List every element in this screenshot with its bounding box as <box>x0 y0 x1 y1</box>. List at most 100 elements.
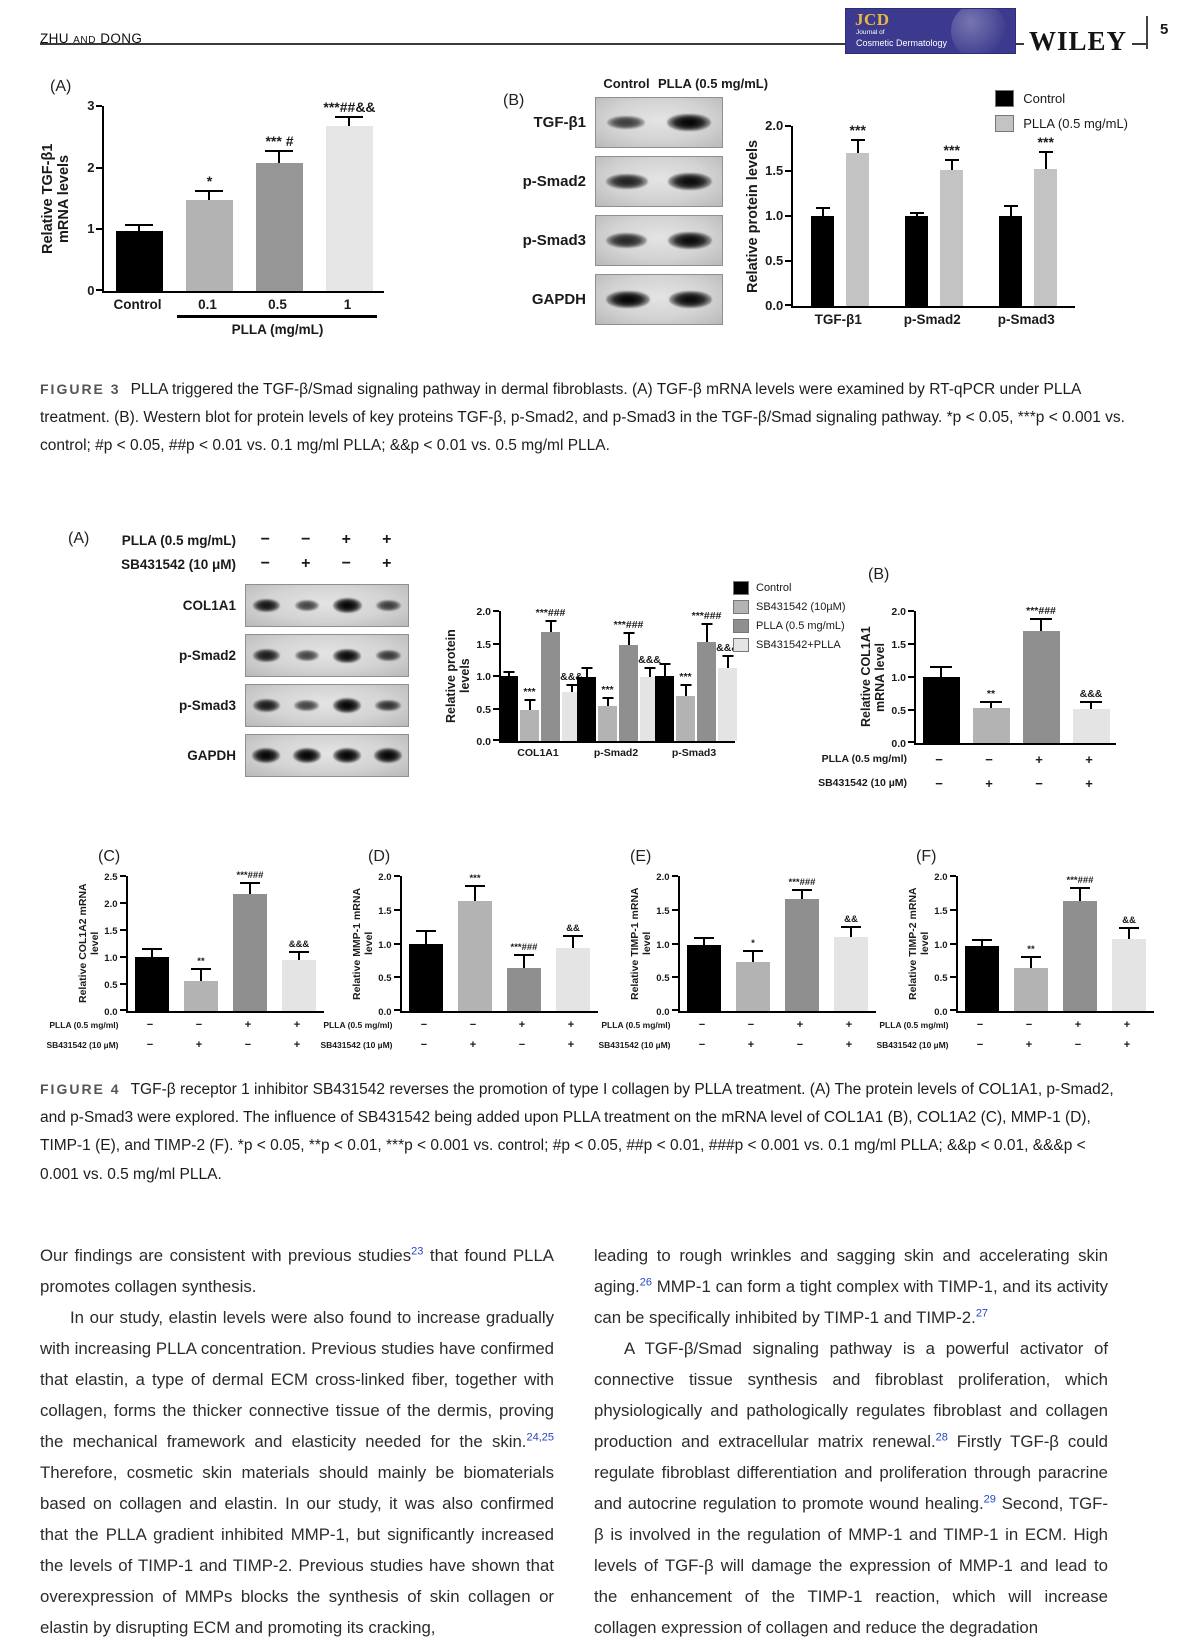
bar-group <box>958 876 1007 1011</box>
error-bar-cap <box>545 620 556 623</box>
bar <box>1014 968 1048 1011</box>
reference-superscript: 29 <box>983 1493 996 1506</box>
figure-3-caption-text: PLLA triggered the TGF-β/Smad signaling … <box>40 381 1125 455</box>
error-bar <box>348 118 351 127</box>
treatment-sign: + <box>845 1018 853 1031</box>
treatment-sign: + <box>1074 1018 1082 1031</box>
fig4a-protein-bar-chart: Relative protein levels 0.0 0.5 1.0 1.5 2.0 **… <box>444 581 846 759</box>
error-bar <box>950 161 953 171</box>
y-tick-mark <box>493 642 499 645</box>
bar-group: *** ***### &&& <box>577 611 661 741</box>
significance-annotation: ***### <box>1066 874 1094 886</box>
chart-legend: Control SB431542 (10µM) PLLA (0.5 mg/mL) SB… <box>733 581 846 652</box>
error-bar-cap <box>680 683 691 686</box>
blot-image <box>245 734 409 777</box>
bar-slot: && <box>834 876 868 1011</box>
error-bar-cap <box>265 150 294 153</box>
plot-area: ** ***### && <box>955 874 1154 1013</box>
bar-group: ***### <box>1016 605 1066 743</box>
error-bar-cap <box>191 967 211 970</box>
x-category-label: Control <box>113 297 162 312</box>
bar-group <box>916 611 966 743</box>
bar <box>940 170 964 306</box>
y-tick-mark <box>949 942 956 945</box>
bar-slot: *** <box>520 611 539 741</box>
error-bar <box>850 927 852 937</box>
fig3a-mrna-bar-chart: Relative TGF-β1 mRNA levels 0 1 2 3 * *** # ***… <box>40 98 385 337</box>
y-axis-label: Relative MMP-1 mRNA level <box>351 887 375 1000</box>
body-left-column: Our findings are consistent with previou… <box>40 1240 554 1643</box>
y-axis-label: Relative protein levels <box>745 139 761 293</box>
figure3-panel-label-b: (B) <box>503 92 525 109</box>
treatment-sign: + <box>195 1038 203 1051</box>
y-tick-mark <box>119 929 126 931</box>
bar-slot: ***### <box>614 611 643 741</box>
y-tick-mark <box>393 1009 400 1011</box>
treatment-sign: − <box>244 1038 252 1051</box>
y-tick-label: 2.0 <box>378 872 392 883</box>
y-tick-mark <box>949 976 956 979</box>
treatment-sign: − <box>698 1018 706 1031</box>
y-tick-mark <box>96 166 103 169</box>
bar-group: ***##&& <box>314 99 384 291</box>
legend-item: SB431542+PLLA <box>733 638 846 652</box>
bar <box>640 676 659 741</box>
blot-image <box>245 634 409 677</box>
bar-row <box>115 106 163 291</box>
figure-3-caption-label: FIGURE 3 <box>40 381 121 397</box>
y-tick-mark <box>785 304 792 306</box>
legend-label: PLLA (0.5 mg/mL) <box>1023 116 1129 131</box>
protein-band <box>376 600 401 611</box>
figure-4-caption: FIGURE 4 TGF-β receptor 1 inhibitor SB431… <box>40 1076 1125 1189</box>
protein-band <box>332 698 362 713</box>
bar-slot <box>655 611 674 741</box>
figure-4-caption-label: FIGURE 4 <box>40 1081 121 1097</box>
y-tick-mark <box>908 643 914 645</box>
bar-row: *** <box>905 126 964 306</box>
error-bar <box>821 208 824 216</box>
error-bar <box>703 939 705 945</box>
error-bar-cap <box>1030 617 1052 620</box>
bar-row: *** ***### &&& <box>577 611 661 741</box>
treatment-sign: − <box>698 1038 706 1051</box>
significance-annotation: *** <box>1037 134 1054 150</box>
blot-row: TGF-β1 <box>460 97 723 148</box>
bar-slot: &&& <box>638 611 661 741</box>
error-bar-cap <box>581 666 592 669</box>
error-bar <box>474 887 476 901</box>
error-bar <box>990 702 992 709</box>
bar <box>184 980 218 1011</box>
y-axis-label: Relative protein levels <box>444 629 472 723</box>
legend-item: Control <box>733 581 846 595</box>
bar-row: ***### <box>785 876 819 1011</box>
protein-band <box>606 173 648 190</box>
y-tick-label: 0.5 <box>476 703 491 716</box>
blot-lane-header: Control <box>603 76 650 91</box>
protein-band <box>253 649 281 662</box>
blot-treatment-sign: − <box>260 555 270 572</box>
figure4-panel-label-f: (F) <box>916 848 937 865</box>
bar <box>556 947 590 1011</box>
significance-annotation: ***### <box>1026 604 1056 617</box>
error-bar-cap <box>694 937 714 940</box>
y-tick-mark <box>908 676 914 678</box>
error-bar <box>1040 619 1042 632</box>
body-text: Our findings are consistent with previou… <box>40 1240 1108 1643</box>
bar-slot: && <box>556 876 590 1011</box>
error-bar-cap <box>1119 927 1139 930</box>
page-number: 5 <box>1160 21 1169 38</box>
legend-label: Control <box>1023 91 1066 106</box>
blot-treatment-sign: − <box>341 555 351 572</box>
legend-label: SB431542+PLLA <box>756 639 841 651</box>
bar-slot: ***### <box>1022 605 1060 743</box>
protein-band <box>373 748 402 763</box>
bar <box>676 695 695 741</box>
bar <box>619 644 638 741</box>
journal-logo: JCD Journal of Cosmetic Dermatology <box>845 8 1016 54</box>
treatment-row-label: SB431542 (10 µM) <box>320 1039 393 1050</box>
protein-band <box>253 598 281 613</box>
significance-annotation: *** <box>943 142 960 159</box>
significance-annotation: ***### <box>691 610 722 623</box>
bar <box>785 898 819 1011</box>
bar <box>972 708 1010 743</box>
